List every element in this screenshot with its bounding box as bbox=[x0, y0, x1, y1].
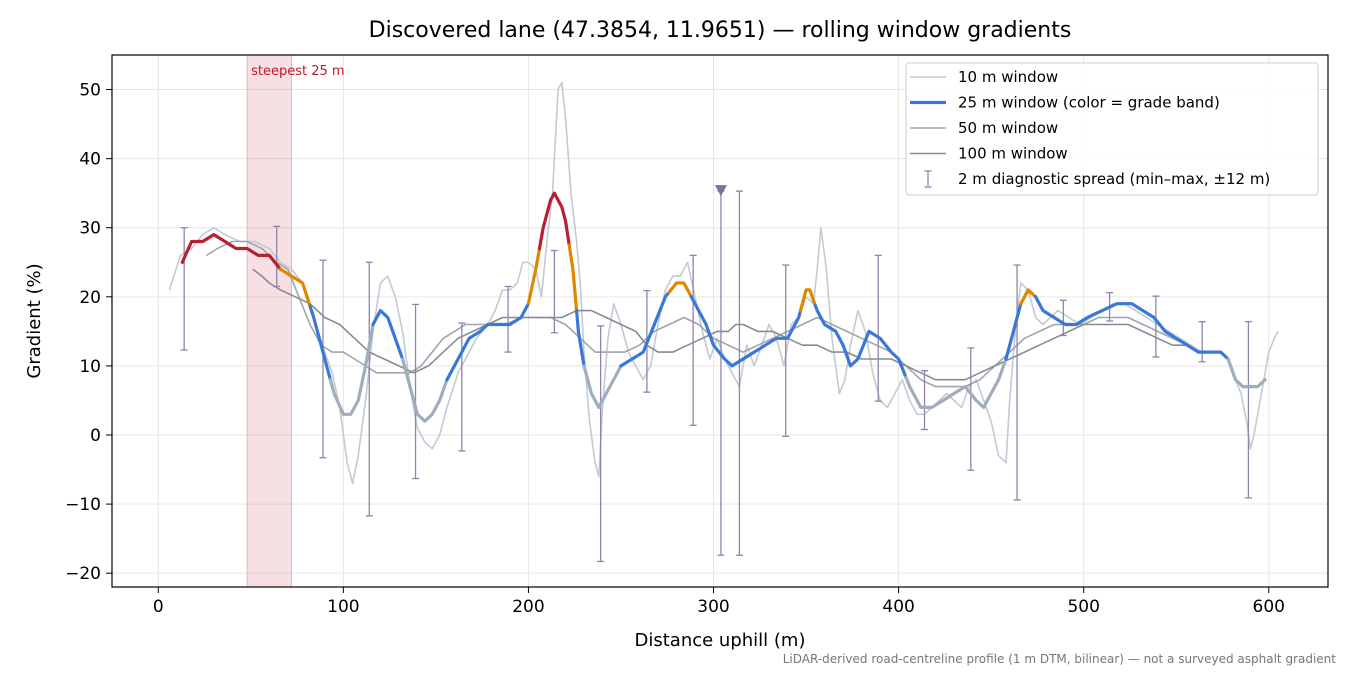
y-tick-label: 0 bbox=[90, 426, 101, 446]
series-line-25m-very_steep bbox=[537, 191, 571, 251]
steepest-highlight-band bbox=[246, 54, 293, 588]
legend-entry: 10 m window bbox=[910, 68, 1058, 86]
diagnostic-spread-bar bbox=[550, 249, 558, 334]
series-line-25m-moderate bbox=[1034, 295, 1230, 361]
y-tick-label: 40 bbox=[79, 150, 101, 170]
y-tick-label: 10 bbox=[79, 357, 101, 377]
diagnostic-spread-bar bbox=[365, 261, 373, 517]
series-line-25m-moderate bbox=[619, 290, 671, 368]
series-line-25m-moderate bbox=[689, 295, 803, 368]
diagnostic-spread-bar bbox=[782, 264, 790, 438]
diagnostic-spread-bar bbox=[1059, 299, 1067, 337]
x-tick-label: 400 bbox=[882, 597, 914, 617]
legend-entry: 2 m diagnostic spread (min–max, ±12 m) bbox=[924, 170, 1270, 188]
legend-label: 100 m window bbox=[958, 145, 1068, 163]
chart-title: Discovered lane (47.3854, 11.9651) — rol… bbox=[368, 18, 1072, 43]
footnote: LiDAR-derived road-centreline profile (1… bbox=[782, 652, 1336, 666]
diagnostic-spread-bar bbox=[504, 285, 512, 353]
diagnostic-spread-bar bbox=[458, 322, 466, 452]
axes-frame bbox=[111, 54, 1329, 588]
legend-label: 50 m window bbox=[958, 119, 1058, 137]
series-line-25m-low bbox=[904, 357, 1008, 409]
diagnostic-spread-bar bbox=[1152, 295, 1160, 358]
series-line-25m-low bbox=[401, 357, 449, 423]
diagnostic-spread-bar bbox=[967, 347, 975, 471]
series-line-50m bbox=[205, 240, 1188, 388]
series-line-25m-low bbox=[328, 322, 375, 416]
diagnostic-spread-bar bbox=[735, 190, 743, 556]
series-line-25m-steep bbox=[526, 246, 542, 306]
series-line-25m-low bbox=[1226, 357, 1267, 389]
x-tick-label: 600 bbox=[1253, 597, 1285, 617]
diagnostic-spread-bar bbox=[180, 227, 188, 351]
series-line-10m bbox=[168, 81, 1279, 485]
series-line-25m-moderate bbox=[813, 303, 908, 379]
diagnostic-spread-bar bbox=[273, 225, 281, 288]
legend-label: 10 m window bbox=[958, 68, 1058, 86]
diagnostic-spread-bar bbox=[319, 259, 327, 459]
series-line-25m-steep bbox=[1019, 288, 1038, 306]
x-tick-label: 100 bbox=[327, 597, 359, 617]
x-tick-label: 200 bbox=[512, 597, 544, 617]
y-tick-label: −10 bbox=[65, 495, 101, 515]
x-axis-label: Distance uphill (m) bbox=[635, 630, 806, 651]
legend-entry: 100 m window bbox=[910, 145, 1068, 163]
y-tick-label: 30 bbox=[79, 219, 101, 239]
y-tick-label: −20 bbox=[65, 564, 101, 584]
series-line-25m-steep bbox=[278, 267, 312, 308]
series-line-25m-moderate bbox=[575, 309, 586, 368]
diagnostic-spread-bar bbox=[1198, 321, 1206, 363]
series-line-25m-steep bbox=[667, 281, 693, 299]
spread-marker-triangle bbox=[714, 185, 727, 197]
y-tick-label: 20 bbox=[79, 288, 101, 308]
legend-box bbox=[905, 62, 1319, 196]
legend-entry: 50 m window bbox=[910, 119, 1058, 137]
y-axis-label: Gradient (%) bbox=[24, 263, 45, 378]
diagnostic-spread-bar bbox=[1013, 264, 1021, 501]
x-tick-label: 300 bbox=[697, 597, 729, 617]
series-line-25m-very_steep bbox=[180, 233, 282, 271]
series-line-25m-low bbox=[582, 364, 623, 409]
series-line-25m-moderate bbox=[308, 304, 332, 382]
legend-entry: 25 m window (color = grade band) bbox=[910, 94, 1220, 112]
legend-label: 25 m window (color = grade band) bbox=[958, 94, 1220, 112]
legend-label: 2 m diagnostic spread (min–max, ±12 m) bbox=[958, 170, 1270, 188]
series-line-25m-moderate bbox=[1004, 302, 1023, 361]
diagnostic-spread-bar bbox=[1244, 321, 1252, 499]
series-line-25m-steep bbox=[798, 288, 817, 313]
diagnostic-spread-bar bbox=[689, 254, 697, 426]
diagnostic-spread-bar bbox=[921, 370, 929, 431]
y-tick-label: 50 bbox=[79, 81, 101, 101]
series-line-25m-steep bbox=[567, 243, 579, 313]
series-line-100m bbox=[252, 268, 1188, 381]
diagnostic-spread-bar bbox=[874, 254, 882, 402]
diagnostic-spread-bar bbox=[412, 303, 420, 480]
diagnostic-spread-bar bbox=[597, 325, 605, 563]
x-tick-label: 500 bbox=[1067, 597, 1099, 617]
series-line-25m-moderate bbox=[445, 302, 530, 382]
series-line-25m-moderate bbox=[371, 309, 405, 361]
x-tick-label: 0 bbox=[153, 597, 164, 617]
highlight-label: steepest 25 m bbox=[251, 64, 344, 79]
